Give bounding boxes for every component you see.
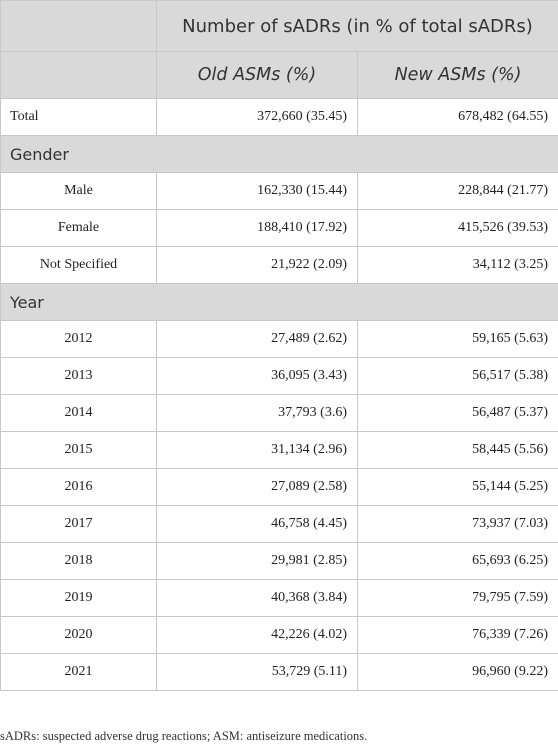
table-row: Female 188,410 (17.92) 415,526 (39.53) bbox=[0, 209, 558, 247]
cell-new: 678,482 (64.55) bbox=[357, 98, 558, 136]
cell-old: 42,226 (4.02) bbox=[156, 616, 358, 654]
table-row: 2013 36,095 (3.43) 56,517 (5.38) bbox=[0, 357, 558, 395]
column-header-new-asms: New ASMs (%) bbox=[357, 51, 558, 99]
row-label: 2014 bbox=[0, 394, 157, 432]
table-row: Not Specified 21,922 (2.09) 34,112 (3.25… bbox=[0, 246, 558, 284]
cell-old: 40,368 (3.84) bbox=[156, 579, 358, 617]
cell-new: 56,517 (5.38) bbox=[357, 357, 558, 395]
cell-new: 415,526 (39.53) bbox=[357, 209, 558, 247]
cell-new: 79,795 (7.59) bbox=[357, 579, 558, 617]
row-label: Not Specified bbox=[0, 246, 157, 284]
cell-new: 228,844 (21.77) bbox=[357, 172, 558, 210]
cell-old: 21,922 (2.09) bbox=[156, 246, 358, 284]
sadr-table: Number of sADRs (in % of total sADRs) Ol… bbox=[0, 0, 558, 691]
row-label: 2016 bbox=[0, 468, 157, 506]
cell-old: 27,089 (2.58) bbox=[156, 468, 358, 506]
cell-old: 36,095 (3.43) bbox=[156, 357, 358, 395]
table-row: 2019 40,368 (3.84) 79,795 (7.59) bbox=[0, 579, 558, 617]
cell-old: 46,758 (4.45) bbox=[156, 505, 358, 543]
table-title: Number of sADRs (in % of total sADRs) bbox=[156, 0, 558, 52]
cell-old: 29,981 (2.85) bbox=[156, 542, 358, 580]
cell-new: 55,144 (5.25) bbox=[357, 468, 558, 506]
total-row: Total 372,660 (35.45) 678,482 (64.55) bbox=[0, 98, 558, 136]
table-row: 2020 42,226 (4.02) 76,339 (7.26) bbox=[0, 616, 558, 654]
cell-old: 27,489 (2.62) bbox=[156, 320, 358, 358]
header-corner-cell-2 bbox=[0, 51, 157, 99]
header-row-columns: Old ASMs (%) New ASMs (%) bbox=[0, 51, 558, 99]
cell-new: 96,960 (9.22) bbox=[357, 653, 558, 691]
row-label: 2019 bbox=[0, 579, 157, 617]
section-year: Year bbox=[0, 283, 558, 321]
table-row: 2015 31,134 (2.96) 58,445 (5.56) bbox=[0, 431, 558, 469]
cell-old: 188,410 (17.92) bbox=[156, 209, 358, 247]
table-row: 2014 37,793 (3.6) 56,487 (5.37) bbox=[0, 394, 558, 432]
cell-old: 31,134 (2.96) bbox=[156, 431, 358, 469]
section-heading-year: Year bbox=[0, 283, 558, 321]
header-corner-cell bbox=[0, 0, 157, 52]
table-row: 2012 27,489 (2.62) 59,165 (5.63) bbox=[0, 320, 558, 358]
cell-new: 59,165 (5.63) bbox=[357, 320, 558, 358]
cell-new: 65,693 (6.25) bbox=[357, 542, 558, 580]
cell-new: 56,487 (5.37) bbox=[357, 394, 558, 432]
cell-old: 37,793 (3.6) bbox=[156, 394, 358, 432]
table-row: 2018 29,981 (2.85) 65,693 (6.25) bbox=[0, 542, 558, 580]
row-label-total: Total bbox=[0, 98, 157, 136]
row-label: 2012 bbox=[0, 320, 157, 358]
header-row-title: Number of sADRs (in % of total sADRs) bbox=[0, 0, 558, 52]
row-label: 2015 bbox=[0, 431, 157, 469]
row-label: Female bbox=[0, 209, 157, 247]
cell-new: 34,112 (3.25) bbox=[357, 246, 558, 284]
table-row: 2021 53,729 (5.11) 96,960 (9.22) bbox=[0, 653, 558, 691]
section-heading-gender: Gender bbox=[0, 135, 558, 173]
cell-old: 372,660 (35.45) bbox=[156, 98, 358, 136]
cell-old: 53,729 (5.11) bbox=[156, 653, 358, 691]
table-row: 2016 27,089 (2.58) 55,144 (5.25) bbox=[0, 468, 558, 506]
column-header-old-asms: Old ASMs (%) bbox=[156, 51, 358, 99]
table-footnote: sADRs: suspected adverse drug reactions;… bbox=[0, 729, 368, 743]
cell-new: 76,339 (7.26) bbox=[357, 616, 558, 654]
cell-new: 58,445 (5.56) bbox=[357, 431, 558, 469]
row-label: Male bbox=[0, 172, 157, 210]
row-label: 2013 bbox=[0, 357, 157, 395]
table-row: Male 162,330 (15.44) 228,844 (21.77) bbox=[0, 172, 558, 210]
cell-old: 162,330 (15.44) bbox=[156, 172, 358, 210]
table-row: 2017 46,758 (4.45) 73,937 (7.03) bbox=[0, 505, 558, 543]
row-label: 2020 bbox=[0, 616, 157, 654]
cell-new: 73,937 (7.03) bbox=[357, 505, 558, 543]
row-label: 2017 bbox=[0, 505, 157, 543]
row-label: 2021 bbox=[0, 653, 157, 691]
section-gender: Gender bbox=[0, 135, 558, 173]
row-label: 2018 bbox=[0, 542, 157, 580]
